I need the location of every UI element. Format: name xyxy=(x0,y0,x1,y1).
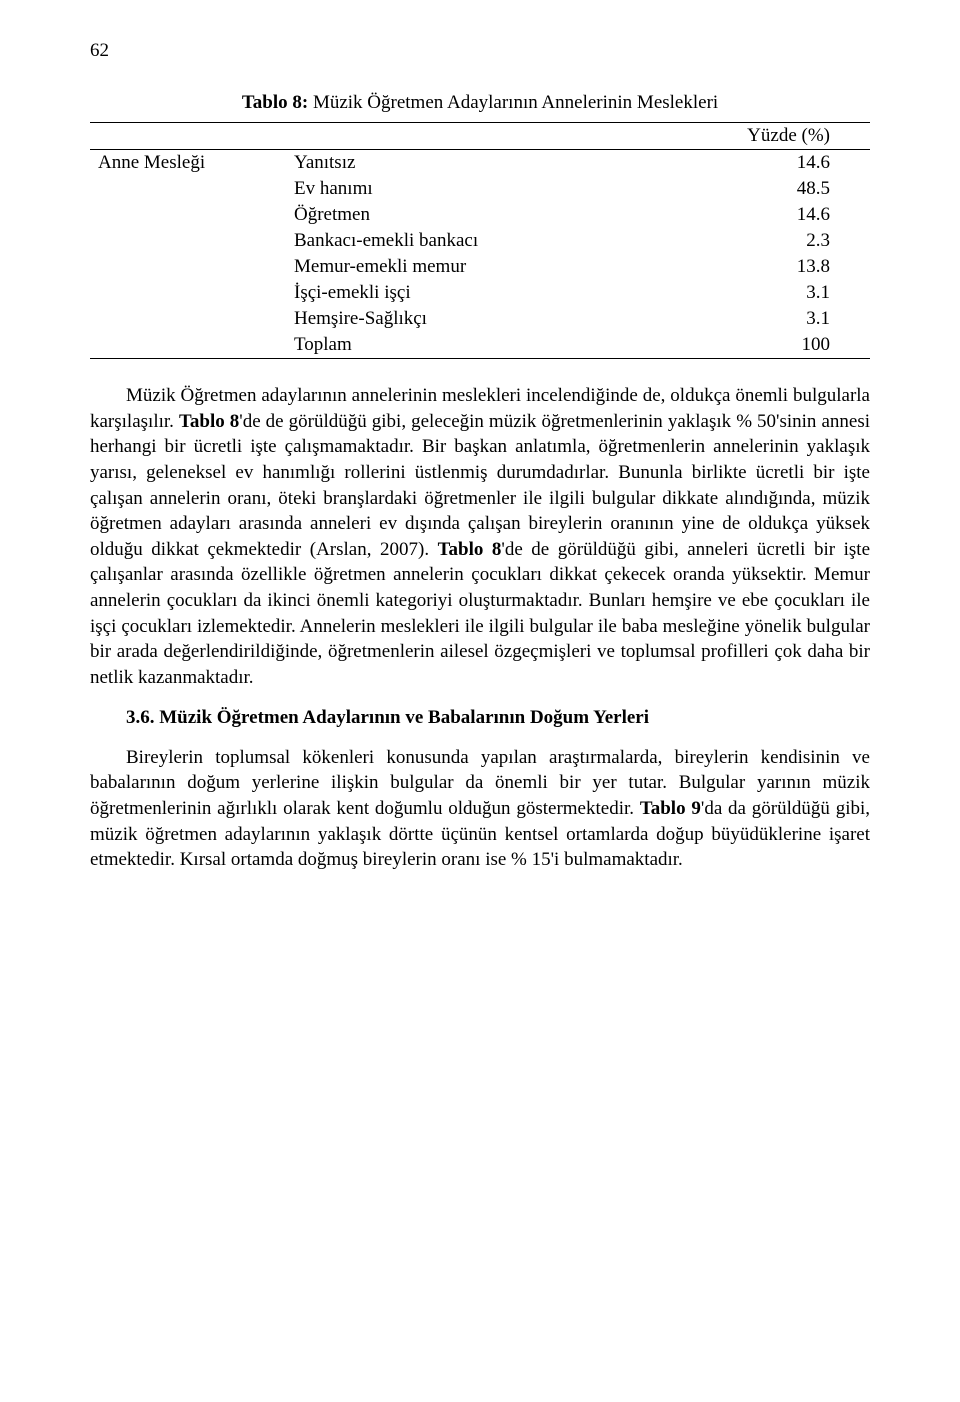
row-label-spacer xyxy=(90,176,286,202)
table-header-row: Yüzde (%) xyxy=(90,123,870,150)
row-value: 14.6 xyxy=(662,150,870,177)
table-row: Hemşire-Sağlıkçı 3.1 xyxy=(90,306,870,332)
row-label-spacer xyxy=(90,332,286,359)
row-label-spacer xyxy=(90,280,286,306)
row-label: Memur-emekli memur xyxy=(286,254,662,280)
row-label: Ev hanımı xyxy=(286,176,662,202)
row-label: İşçi-emekli işçi xyxy=(286,280,662,306)
table-row: Toplam 100 xyxy=(90,332,870,359)
row-label-spacer xyxy=(90,254,286,280)
row-label-spacer xyxy=(90,306,286,332)
row-label: Hemşire-Sağlıkçı xyxy=(286,306,662,332)
row-label: Toplam xyxy=(286,332,662,359)
table-header-rowlabel xyxy=(90,123,286,150)
para1-b1: Tablo 8 xyxy=(179,411,239,432)
section-heading: 3.6. Müzik Öğretmen Adaylarının ve Babal… xyxy=(90,707,870,729)
row-label-spacer xyxy=(90,202,286,228)
table-header-empty xyxy=(286,123,662,150)
row-label-spacer: Anne Mesleği xyxy=(90,150,286,177)
row-value: 2.3 xyxy=(662,228,870,254)
table-row: İşçi-emekli işçi 3.1 xyxy=(90,280,870,306)
row-value: 100 xyxy=(662,332,870,359)
row-label: Bankacı-emekli bankacı xyxy=(286,228,662,254)
row-value: 13.8 xyxy=(662,254,870,280)
page-container: 62 Tablo 8: Müzik Öğretmen Adaylarının A… xyxy=(0,0,960,929)
row-label-spacer xyxy=(90,228,286,254)
table-anne-meslegi: Yüzde (%) Anne Mesleği Yanıtsız 14.6 Ev … xyxy=(90,122,870,359)
table-row: Bankacı-emekli bankacı 2.3 xyxy=(90,228,870,254)
paragraph-1: Müzik Öğretmen adaylarının annelerinin m… xyxy=(90,383,870,691)
para1-t3: 'de de görüldüğü gibi, anneleri ücretli … xyxy=(90,539,870,688)
para1-b2: Tablo 8 xyxy=(438,539,502,560)
paragraph-2: Bireylerin toplumsal kökenleri konusunda… xyxy=(90,745,870,873)
table-row: Ev hanımı 48.5 xyxy=(90,176,870,202)
table-row: Öğretmen 14.6 xyxy=(90,202,870,228)
row-value: 14.6 xyxy=(662,202,870,228)
row-value: 48.5 xyxy=(662,176,870,202)
table-caption: Tablo 8: Müzik Öğretmen Adaylarının Anne… xyxy=(90,92,870,114)
caption-prefix: Tablo 8: xyxy=(242,92,308,113)
table-row: Memur-emekli memur 13.8 xyxy=(90,254,870,280)
page-number: 62 xyxy=(90,40,870,62)
table-row: Anne Mesleği Yanıtsız 14.6 xyxy=(90,150,870,177)
caption-text: Müzik Öğretmen Adaylarının Annelerinin M… xyxy=(308,92,718,113)
table-header-value: Yüzde (%) xyxy=(662,123,870,150)
row-label: Yanıtsız xyxy=(286,150,662,177)
row-label: Öğretmen xyxy=(286,202,662,228)
row-value: 3.1 xyxy=(662,280,870,306)
para2-b1: Tablo 9 xyxy=(640,798,701,819)
row-value: 3.1 xyxy=(662,306,870,332)
para1-t2: 'de de görüldüğü gibi, geleceğin müzik ö… xyxy=(90,411,870,560)
